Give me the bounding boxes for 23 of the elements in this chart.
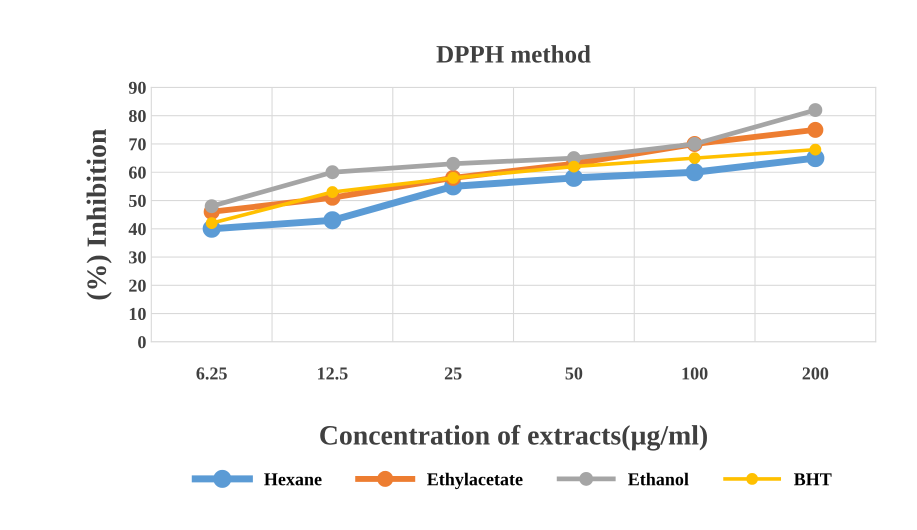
y-tick-label: 20	[129, 280, 146, 292]
y-axis-title: (%) Inhibition	[86, 129, 112, 300]
x-tick-label: 12.5	[318, 367, 348, 380]
x-axis-title: Concentration of extracts(µg/ml)	[320, 424, 707, 451]
chart-title: DPPH method	[436, 45, 591, 63]
x-tick-label: 25	[444, 367, 462, 380]
x-tick-label: 6.25	[196, 367, 227, 380]
y-tick-label: 50	[129, 194, 146, 207]
y-tick-label: 10	[130, 308, 146, 320]
x-tick-label: 50	[566, 367, 582, 380]
legend-label: Ethanol	[628, 472, 689, 486]
legend-label: Hexane	[264, 473, 322, 486]
y-tick-label: 30	[129, 251, 146, 264]
y-tick-label: 90	[128, 82, 146, 94]
y-tick-label: 60	[129, 166, 146, 179]
x-tick-label: 200	[802, 367, 828, 380]
y-tick-label: 70	[129, 138, 146, 150]
legend-label: Ethylacetate	[427, 472, 523, 490]
y-tick-label: 0	[138, 336, 146, 348]
legend-label: BHT	[794, 473, 832, 486]
x-tick-label: 100	[682, 367, 708, 380]
y-tick-label: 40	[128, 223, 146, 236]
y-tick-label: 80	[128, 110, 146, 122]
